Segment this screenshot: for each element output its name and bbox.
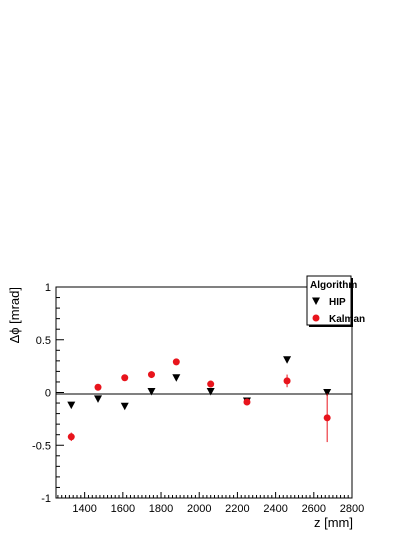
point-kalman-6 — [243, 398, 251, 406]
legend-label-kalman: Kalman — [329, 314, 365, 325]
x-tick-label-2600: 2600 — [302, 503, 326, 515]
x-axis-title: z [mm] — [314, 515, 353, 530]
point-kalman-8 — [323, 414, 331, 422]
y-tick-label-4: 1 — [45, 282, 51, 294]
x-axis: 1400 1600 1800 2000 2200 2400 2600 2800 — [57, 492, 364, 515]
x-tick-label-1800: 1800 — [149, 503, 173, 515]
point-hip-7 — [283, 356, 292, 364]
series-layer — [67, 356, 332, 443]
y-axis: -1 -0.5 0 0.5 1 — [32, 282, 64, 505]
y-tick-label-0: -1 — [41, 493, 51, 505]
x-tick-label-1600: 1600 — [111, 503, 135, 515]
point-hip-0 — [67, 401, 76, 410]
point-hip-1 — [94, 395, 103, 403]
x-tick-label-1400: 1400 — [72, 503, 96, 515]
legend-label-hip: HIP — [329, 297, 346, 308]
point-kalman-4 — [172, 358, 180, 366]
legend-title: Algorithm — [310, 280, 357, 291]
point-kalman-7 — [283, 377, 291, 385]
point-hip-4 — [172, 374, 181, 382]
point-kalman-3 — [147, 371, 155, 379]
x-tick-label-2200: 2200 — [225, 503, 249, 515]
point-hip-5 — [206, 387, 215, 396]
point-kalman-2 — [121, 374, 129, 382]
point-hip-2 — [120, 402, 129, 411]
series-kalman — [67, 358, 331, 443]
x-tick-label-2800: 2800 — [340, 503, 364, 515]
legend-marker-kalman — [312, 314, 320, 322]
x-tick-label-2400: 2400 — [263, 503, 287, 515]
legend: Algorithm HIP Kalman — [306, 275, 365, 327]
y-tick-label-2: 0 — [45, 388, 51, 400]
y-tick-label-3: 0.5 — [36, 335, 51, 347]
y-axis-title: Δϕ [mrad] — [7, 287, 22, 343]
point-kalman-1 — [94, 383, 102, 391]
legend-shadow-bottom — [309, 325, 353, 327]
legend-marker-hip — [312, 297, 320, 305]
x-tick-label-2000: 2000 — [187, 503, 211, 515]
y-tick-label-1: -0.5 — [32, 440, 51, 452]
point-kalman-0 — [67, 433, 75, 441]
legend-shadow-right — [351, 278, 353, 327]
point-hip-8 — [323, 389, 332, 397]
point-kalman-5 — [207, 380, 215, 388]
series-hip — [67, 356, 332, 411]
point-hip-3 — [147, 387, 156, 396]
